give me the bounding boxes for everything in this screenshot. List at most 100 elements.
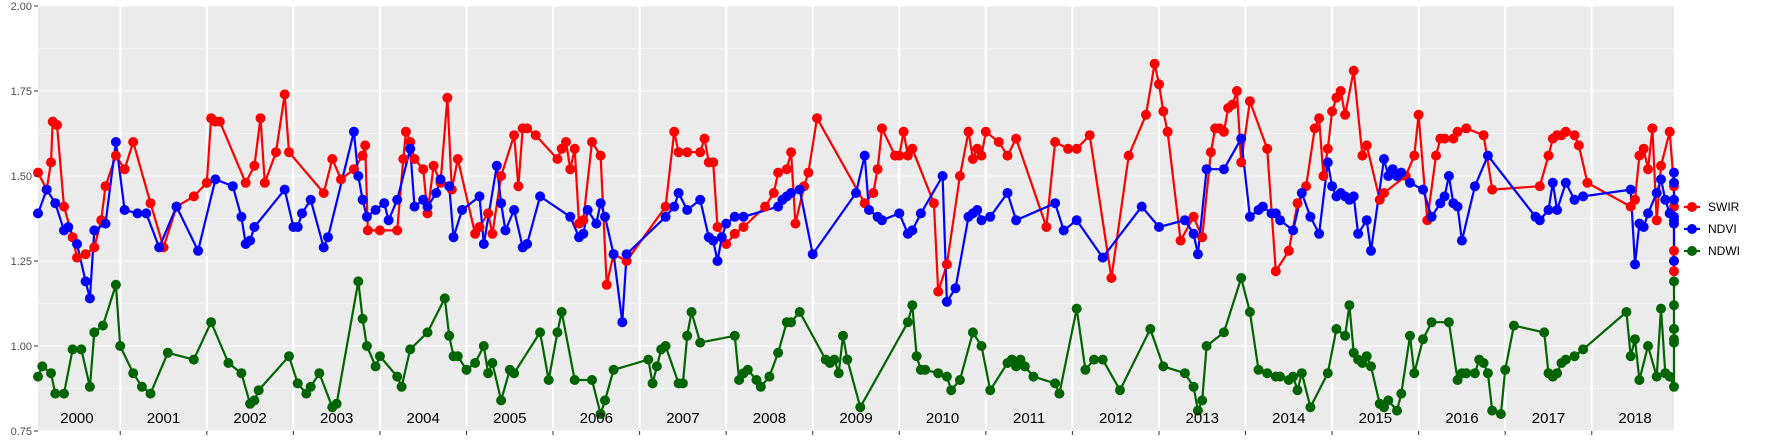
data-point-ndwi (1244, 307, 1255, 317)
data-point-ndwi (253, 385, 264, 396)
data-point-swir (1452, 126, 1463, 137)
data-point-ndvi (595, 198, 606, 209)
data-point-swir (1335, 86, 1346, 96)
data-point-swir (868, 188, 879, 198)
data-point-ndwi (1296, 368, 1307, 379)
data-point-swir (872, 164, 883, 175)
data-point-swir (877, 123, 887, 134)
data-point-swir (1487, 184, 1498, 195)
data-point-swir (474, 222, 485, 232)
data-point-swir (400, 126, 411, 137)
data-point-ndwi (305, 381, 316, 392)
data-point-swir (1638, 143, 1649, 154)
data-point-swir (1149, 58, 1160, 69)
data-point-swir (738, 222, 749, 232)
data-point-ndwi (1292, 385, 1303, 396)
data-point-swir (80, 249, 91, 260)
data-point-ndwi (1487, 405, 1498, 416)
data-point-ndwi (660, 341, 671, 351)
data-point-swir (33, 167, 43, 178)
data-point-swir (894, 150, 905, 161)
data-point-ndwi (284, 351, 294, 362)
data-point-ndwi (608, 364, 619, 375)
data-point-ndvi (1348, 191, 1359, 202)
data-point-ndvi (729, 211, 740, 222)
data-point-swir (954, 171, 965, 181)
data-point-ndwi (587, 375, 597, 385)
data-point-ndvi (1327, 181, 1338, 192)
data-point-swir (601, 279, 612, 290)
data-point-ndvi (660, 211, 671, 222)
data-point-ndwi (833, 368, 844, 379)
data-point-ndwi (136, 381, 147, 392)
data-point-ndvi (383, 215, 394, 226)
data-point-swir (249, 160, 260, 171)
data-point-ndvi (361, 211, 372, 222)
data-point-ndvi (457, 205, 468, 215)
data-point-ndvi (535, 191, 546, 202)
data-point-ndvi (859, 150, 870, 161)
data-point-swir (1188, 211, 1199, 222)
data-point-ndwi (33, 371, 43, 382)
data-point-swir (522, 123, 533, 134)
data-point-ndwi (1115, 385, 1125, 396)
data-point-ndwi (1664, 371, 1675, 382)
year-label: 2016 (1445, 410, 1478, 427)
data-point-ndwi (509, 368, 520, 379)
data-point-ndwi (729, 330, 740, 341)
data-point-ndvi (100, 218, 111, 229)
data-point-ndwi (600, 395, 610, 406)
data-point-swir (812, 113, 822, 124)
data-point-swir (1361, 140, 1372, 151)
data-point-ndwi (920, 364, 931, 375)
data-point-ndvi (1218, 164, 1229, 175)
data-point-ndwi (764, 371, 775, 382)
data-point-ndvi (1405, 177, 1415, 188)
data-point-ndvi (1244, 211, 1255, 222)
data-point-ndvi (1050, 198, 1061, 209)
y-tick-label: 2.00 (11, 1, 32, 13)
data-point-swir (587, 137, 597, 147)
data-point-ndvi (236, 211, 247, 222)
data-point-ndvi (864, 205, 874, 215)
data-point-ndwi (97, 320, 108, 331)
data-point-swir (145, 198, 156, 209)
data-point-ndwi (1331, 324, 1342, 334)
data-point-swir (188, 191, 199, 202)
data-point-ndwi (1669, 337, 1679, 348)
year-label: 2013 (1186, 410, 1219, 427)
data-point-ndvi (600, 211, 610, 222)
year-label: 2007 (666, 410, 699, 427)
data-point-swir (418, 164, 429, 175)
data-point-ndvi (1669, 256, 1679, 266)
data-point-ndvi (1651, 188, 1662, 198)
data-point-ndvi (63, 222, 74, 232)
data-point-ndvi (444, 181, 455, 192)
data-point-ndvi (1625, 184, 1636, 195)
data-point-ndwi (1656, 303, 1666, 314)
data-point-ndvi (1192, 249, 1203, 260)
data-point-ndvi (565, 211, 576, 222)
data-point-swir (362, 225, 373, 236)
data-point-ndvi (1305, 211, 1316, 222)
data-point-ndvi (1643, 208, 1653, 219)
data-point-swir (487, 228, 498, 239)
year-label: 2010 (926, 410, 959, 427)
data-point-ndwi (1179, 368, 1190, 379)
data-point-ndvi (1353, 228, 1364, 239)
data-point-ndwi (902, 317, 913, 328)
data-point-swir (660, 201, 671, 212)
data-point-ndvi (1418, 184, 1428, 195)
data-point-swir (669, 126, 680, 137)
data-point-swir (976, 150, 987, 161)
data-point-ndwi (1539, 327, 1550, 338)
data-point-ndwi (46, 368, 56, 379)
data-point-ndvi (950, 283, 961, 294)
data-point-ndvi (1275, 215, 1286, 226)
data-point-ndvi (621, 249, 632, 260)
data-point-ndvi (110, 137, 121, 147)
data-point-swir (1461, 123, 1472, 134)
year-label: 2009 (839, 410, 872, 427)
data-point-swir (781, 164, 792, 175)
data-point-ndwi (110, 279, 121, 290)
